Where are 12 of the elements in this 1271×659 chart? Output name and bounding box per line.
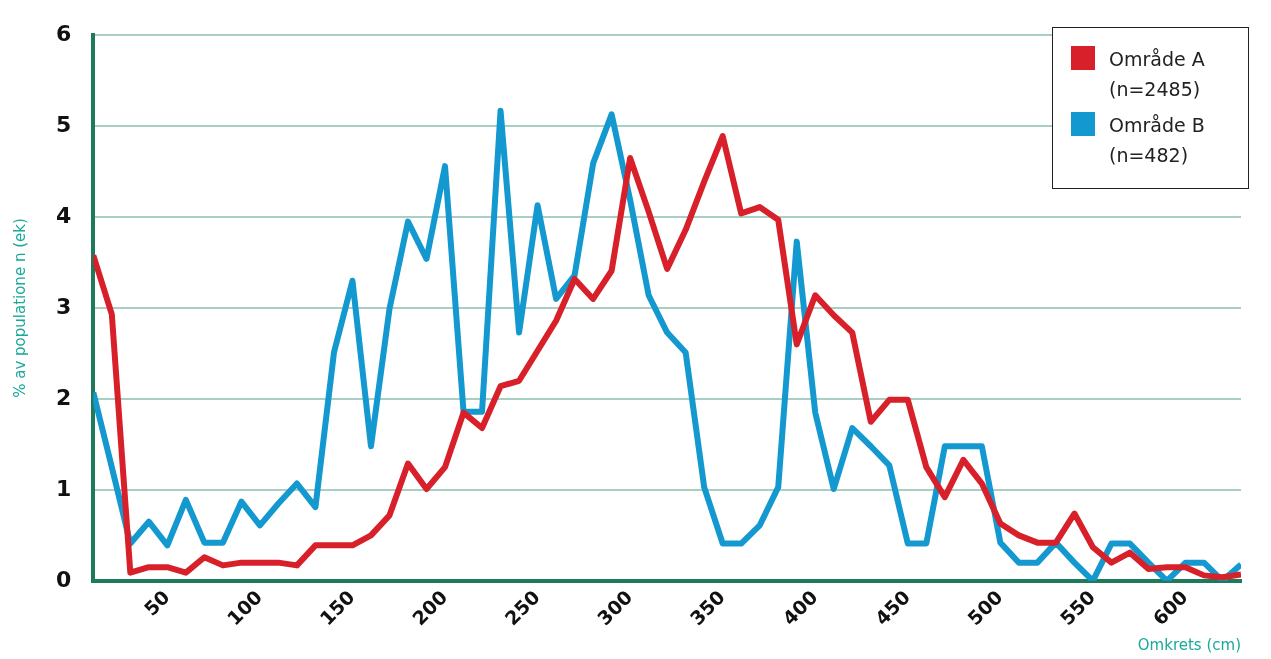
y-tick-label: 0 bbox=[56, 566, 72, 592]
y-tick-label: 6 bbox=[56, 20, 72, 46]
y-tick-label: 1 bbox=[56, 475, 72, 501]
x-tick-label: 50 bbox=[139, 585, 174, 620]
legend-label: Område A (n=2485) bbox=[1109, 47, 1206, 103]
y-tick-label: 3 bbox=[56, 293, 72, 319]
legend-label: Område B (n=482) bbox=[1109, 113, 1206, 169]
y-tick-label: 2 bbox=[56, 384, 72, 410]
y-tick-label: 4 bbox=[56, 202, 72, 228]
y-axis-title: % av populatione n (ek) bbox=[10, 218, 29, 398]
y-tick-label: 5 bbox=[56, 111, 72, 137]
x-axis-title: Omkrets (cm) bbox=[1137, 635, 1241, 654]
